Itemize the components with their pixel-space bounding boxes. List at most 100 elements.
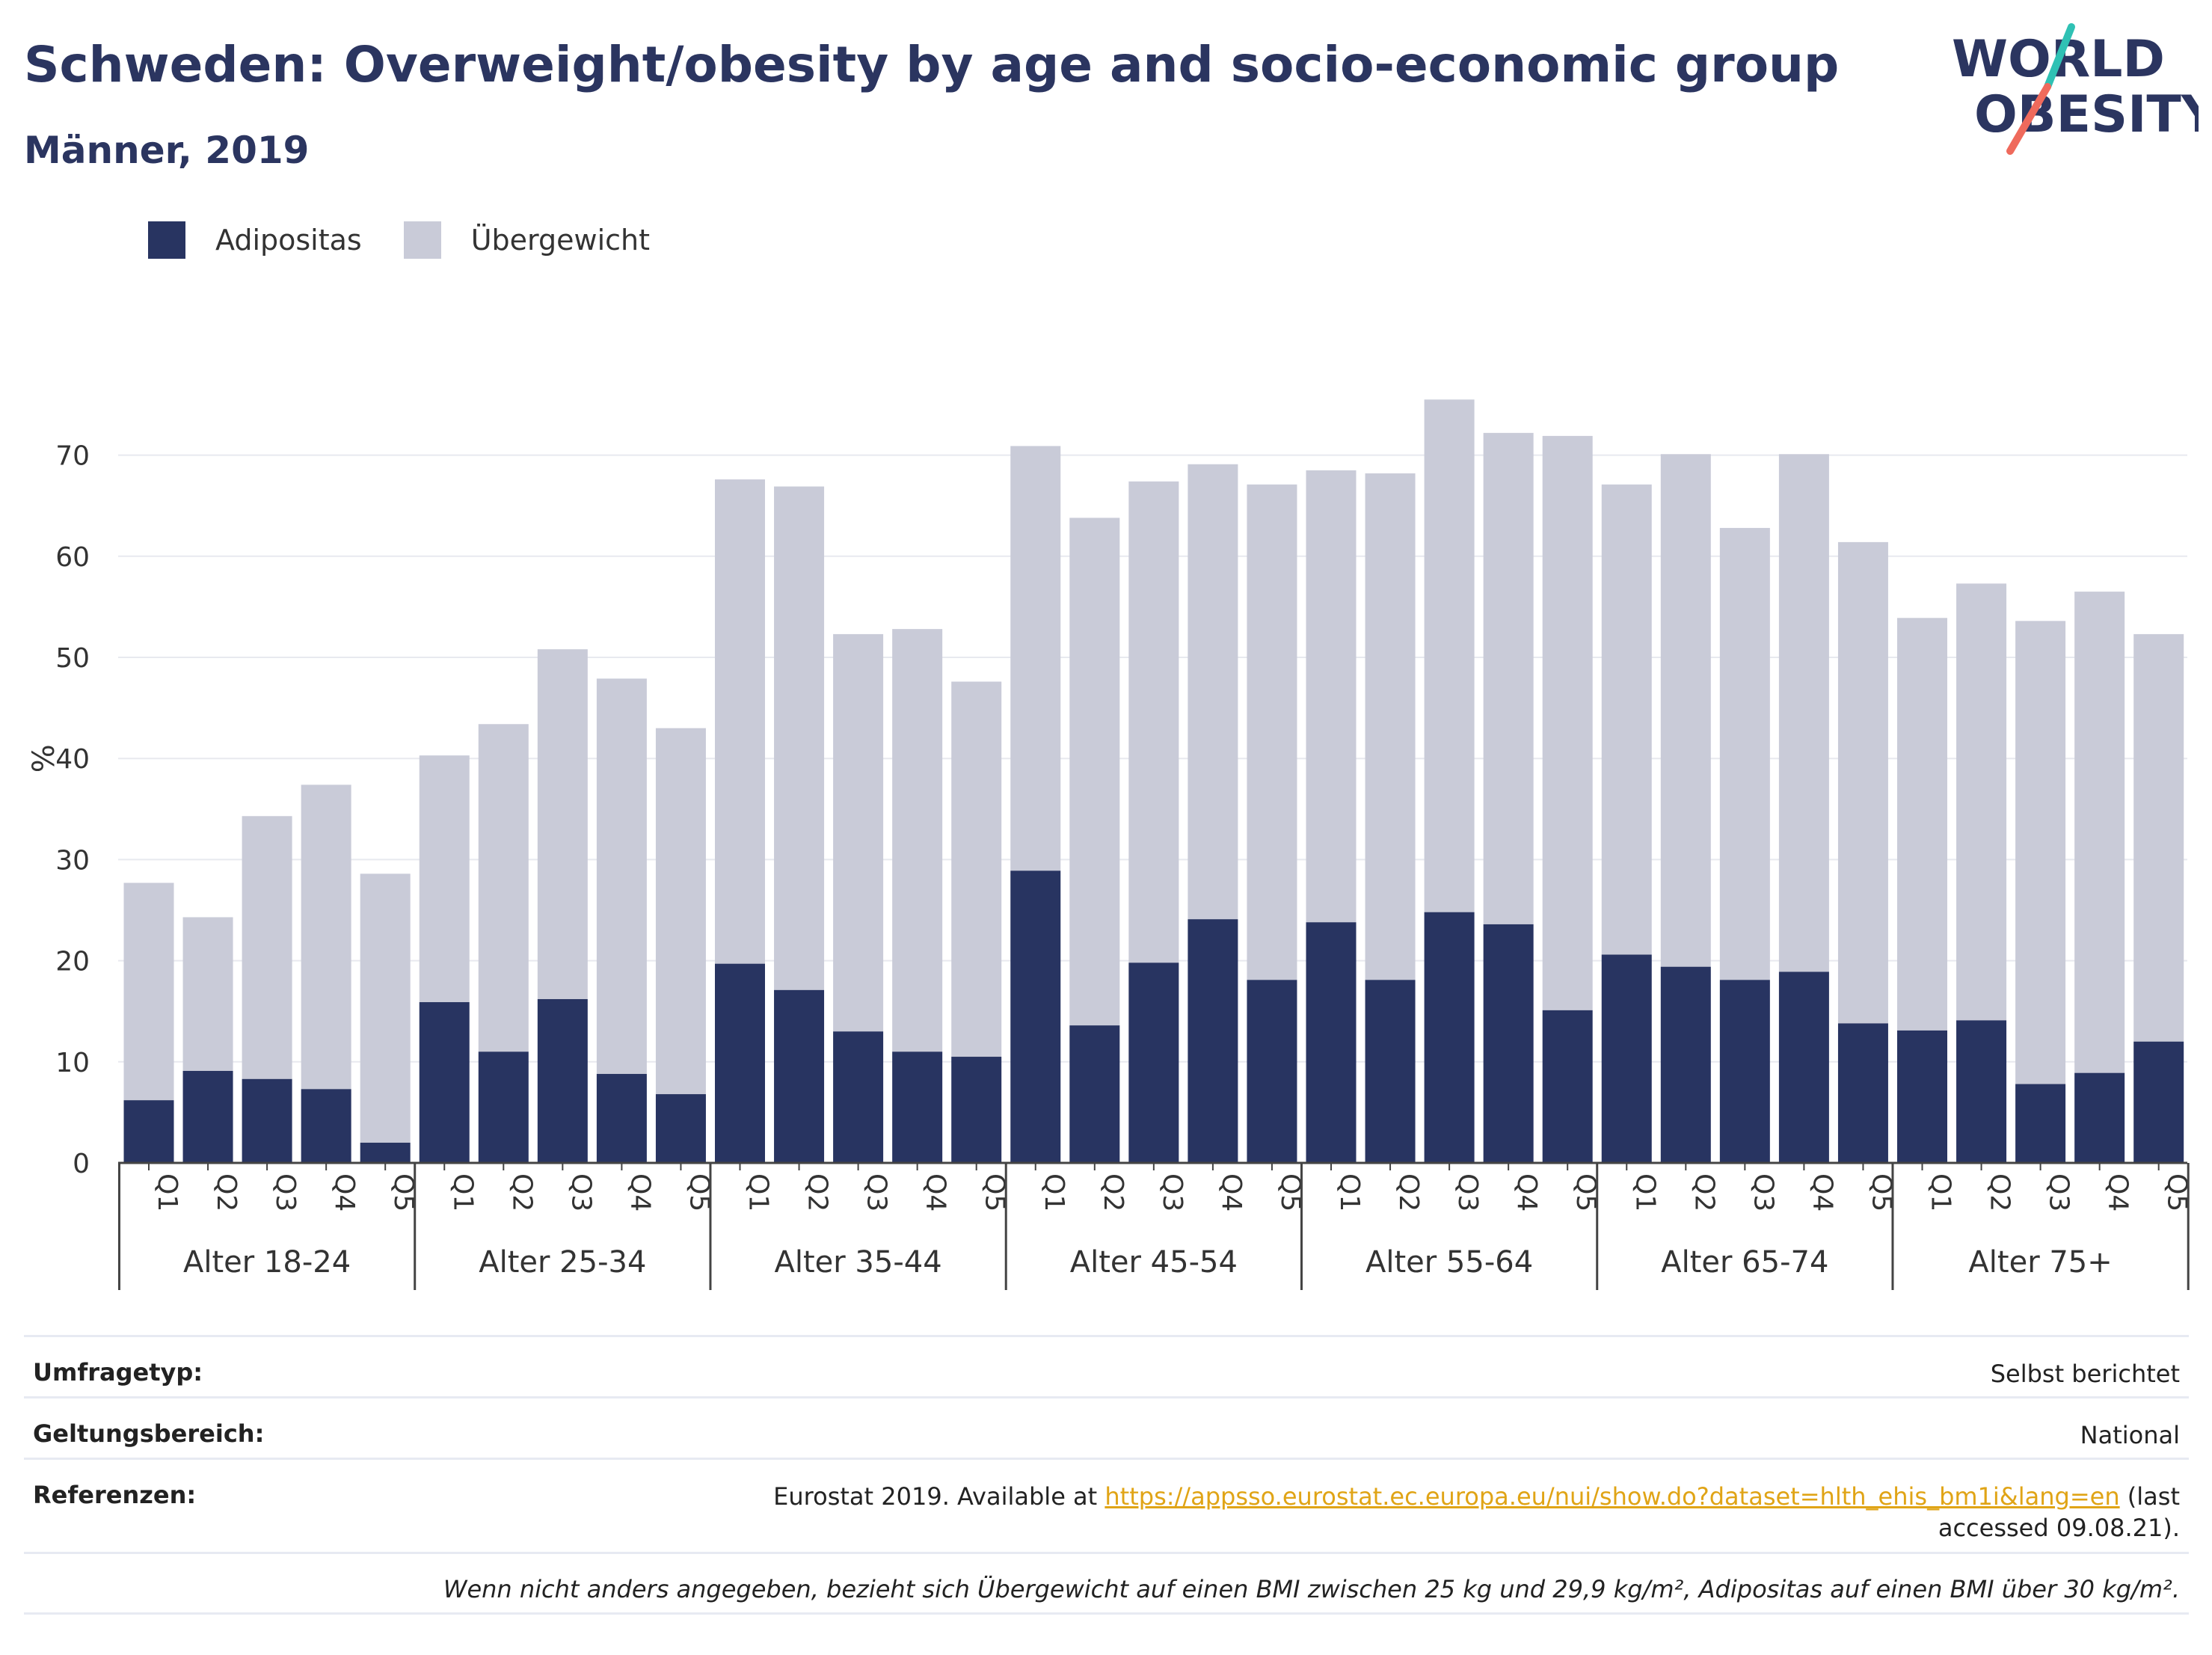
bar-adipositas <box>123 1100 174 1163</box>
info-table: Umfragetyp: Selbst berichtet Geltungsber… <box>24 1335 2189 1615</box>
group-label: Alter 35-44 <box>775 1245 942 1280</box>
bar-uebergewicht <box>1719 527 1770 980</box>
x-tick-label: Q4 <box>624 1173 655 1212</box>
y-tick-label: 30 <box>55 845 90 876</box>
x-tick-label: Q1 <box>743 1173 774 1212</box>
bar-uebergewicht <box>596 678 647 1075</box>
legend-swatch-adipositas <box>148 221 185 259</box>
x-tick-label: Q2 <box>1393 1173 1424 1212</box>
definition-note-row: Wenn nicht anders angegeben, bezieht sic… <box>24 1552 2189 1615</box>
bar-uebergewicht <box>1956 583 2007 1021</box>
scope-value: National <box>2080 1421 2180 1449</box>
bar-uebergewicht <box>1778 454 1829 972</box>
bar-uebergewicht <box>1306 470 1357 923</box>
bar-adipositas <box>1542 1010 1593 1163</box>
bar-adipositas <box>360 1142 411 1163</box>
legend-swatch-uebergewicht <box>403 221 441 259</box>
bar-adipositas <box>2133 1041 2184 1163</box>
x-tick-label: Q3 <box>1748 1173 1778 1212</box>
y-tick-label: 60 <box>55 542 90 573</box>
y-axis: 0 10 20 30 40 50 60 70% <box>27 441 90 1179</box>
bar-uebergewicht <box>360 873 411 1143</box>
bar-adipositas <box>1719 980 1770 1163</box>
x-tick-label: Q2 <box>211 1173 242 1212</box>
bar-adipositas <box>596 1074 647 1163</box>
bar-adipositas <box>478 1051 529 1163</box>
bar-adipositas <box>951 1057 1002 1163</box>
bar-adipositas <box>1010 871 1061 1163</box>
bar-adipositas <box>182 1070 233 1163</box>
x-tick-label: Q3 <box>565 1173 596 1212</box>
x-tick-label: Q1 <box>1629 1173 1660 1212</box>
x-tick-label: Q4 <box>1807 1173 1837 1212</box>
chart-title: Schweden: Overweight/obesity by age and … <box>24 36 1840 93</box>
legend-item-adipositas[interactable]: Adipositas <box>148 221 362 259</box>
x-tick-label: Q2 <box>506 1173 537 1212</box>
bar-uebergewicht <box>1837 541 1888 1024</box>
bar-adipositas <box>833 1031 884 1163</box>
bar-uebergewicht <box>1660 454 1711 967</box>
x-tick-label: Q1 <box>1039 1173 1069 1212</box>
legend-label-adipositas: Adipositas <box>215 224 362 257</box>
x-tick-label: Q3 <box>1157 1173 1188 1212</box>
world-obesity-logo: WORLD OBESITY <box>1952 23 2199 155</box>
legend-item-uebergewicht[interactable]: Übergewicht <box>403 221 650 259</box>
definition-note: Wenn nicht anders angegeben, bezieht sic… <box>443 1575 2180 1603</box>
reference-suffix: (last accessed 09.08.21). <box>1938 1482 2180 1542</box>
bar-adipositas <box>242 1078 292 1163</box>
x-tick-label: Q4 <box>2103 1173 2133 1212</box>
bar-uebergewicht <box>419 755 470 1003</box>
x-tick-label: Q1 <box>447 1173 478 1212</box>
bar-uebergewicht <box>655 728 706 1095</box>
bar-adipositas <box>1365 980 1416 1163</box>
group-label: Alter 65-74 <box>1661 1245 1828 1280</box>
bar-uebergewicht <box>242 816 292 1079</box>
x-tick-label: Q3 <box>1452 1173 1483 1212</box>
reference-link[interactable]: https://appsso.eurostat.ec.europa.eu/nui… <box>1105 1482 2120 1511</box>
bar-uebergewicht <box>774 486 825 990</box>
x-tick-label: Q2 <box>1985 1173 2015 1212</box>
bar-uebergewicht <box>2074 592 2125 1073</box>
logo-line2: OBESITY <box>1974 85 2199 144</box>
y-tick-label: 50 <box>55 643 90 674</box>
bar-adipositas <box>655 1094 706 1163</box>
logo-slash-teal <box>2044 23 2075 90</box>
bar-uebergewicht <box>301 784 351 1090</box>
bar-adipositas <box>2015 1084 2066 1163</box>
bar-uebergewicht <box>833 633 884 1032</box>
group-label: Alter 45-54 <box>1070 1245 1238 1280</box>
y-axis-title: % <box>27 744 61 773</box>
bar-adipositas <box>1837 1023 1888 1163</box>
bar-uebergewicht <box>1010 446 1061 871</box>
chart-legend: Adipositas Übergewicht <box>148 221 692 259</box>
x-tick-label: Q2 <box>1689 1173 1719 1212</box>
bar-uebergewicht <box>1424 399 1475 912</box>
bar-uebergewicht <box>537 649 588 999</box>
references-label: Referenzen: <box>33 1481 197 1509</box>
bar-adipositas <box>892 1051 943 1163</box>
bar-uebergewicht <box>892 629 943 1052</box>
references-value: Eurostat 2019. Available at https://apps… <box>699 1481 2180 1544</box>
bar-uebergewicht <box>1365 473 1416 980</box>
bar-uebergewicht <box>1601 484 1652 955</box>
bar-uebergewicht <box>182 917 233 1071</box>
x-tick-label: Q2 <box>802 1173 833 1212</box>
x-tick-label: Q3 <box>2044 1173 2074 1212</box>
bar-adipositas <box>1188 919 1238 1163</box>
survey-type-value: Selbst berichtet <box>1990 1360 2180 1388</box>
bar-adipositas <box>1306 922 1357 1163</box>
x-tick-label: Q3 <box>270 1173 301 1212</box>
bar-adipositas <box>2074 1072 2125 1163</box>
group-label: Alter 18-24 <box>183 1245 351 1280</box>
x-axis: Q1 Q2 Q3 Q4 Q5 Q1 Q2 Q3 Q4 Q5 Q1 Q2 Q3 Q4 Q5 Q1 Q2 Q3 Q4 Q5… <box>117 1161 2193 1290</box>
bar-uebergewicht <box>1128 481 1179 963</box>
survey-type-row: Umfragetyp: Selbst berichtet <box>24 1335 2189 1396</box>
bar-adipositas <box>1128 962 1179 1163</box>
y-tick-label: 70 <box>55 441 90 472</box>
group-label: Alter 25-34 <box>479 1245 646 1280</box>
bar-adipositas <box>301 1089 351 1163</box>
bar-uebergewicht <box>1188 464 1238 920</box>
x-tick-label: Q4 <box>1216 1173 1247 1212</box>
bar-uebergewicht <box>2015 621 2066 1084</box>
bar-uebergewicht <box>123 882 174 1101</box>
